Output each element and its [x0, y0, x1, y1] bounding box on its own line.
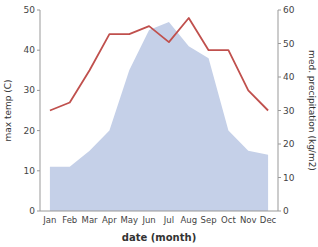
x-tick-label: Apr: [102, 215, 117, 225]
y-tick-label: 0: [29, 206, 35, 216]
y-tick-label: 10: [24, 166, 36, 176]
y2-tick-label: 50: [283, 39, 295, 49]
x-tick-label: Jun: [141, 215, 155, 225]
y2-tick-label: 10: [283, 173, 295, 183]
y-tick: [37, 10, 40, 11]
x-tick-label: Jul: [163, 215, 174, 225]
y-tick-label: 20: [24, 126, 36, 136]
y2-tick-label: 40: [283, 72, 295, 82]
x-tick-label: Aug: [180, 215, 197, 225]
y2-axis-label: med. precipitation (kg/m2): [307, 50, 317, 171]
temperature-line: [50, 18, 268, 110]
y2-tick: [278, 144, 281, 145]
y2-tick: [278, 43, 281, 44]
y-tick: [37, 170, 40, 171]
y-tick: [37, 211, 40, 212]
precipitation-area: [50, 22, 268, 211]
y2-tick: [278, 211, 281, 212]
x-tick-label: Mar: [82, 215, 99, 225]
x-tick-label: Sep: [201, 215, 217, 225]
x-tick-label: May: [120, 215, 138, 225]
x-tick-label: Jan: [42, 215, 56, 225]
y-tick: [37, 90, 40, 91]
y2-tick-label: 0: [283, 206, 289, 216]
y-axis-label: max temp (C): [3, 79, 13, 141]
x-tick-label: Nov: [240, 215, 257, 225]
y-tick: [37, 130, 40, 131]
chart-svg: 0 10 20 30 40 50 max temp (C) 0 10 20 30 40 50 60 med.…: [0, 0, 318, 247]
chart-container: 0 10 20 30 40 50 max temp (C) 0 10 20 30 40 50 60 med.…: [0, 0, 318, 247]
x-axis-line: [40, 211, 278, 212]
y2-tick: [278, 77, 281, 78]
x-tick-label: Dec: [260, 215, 277, 225]
y-tick-label: 40: [24, 45, 36, 55]
plot-area: [50, 18, 268, 211]
y-tick-label: 50: [24, 5, 36, 15]
y2-tick-label: 30: [283, 106, 295, 116]
y2-tick: [278, 110, 281, 111]
y2-tick: [278, 10, 281, 11]
y2-tick: [278, 177, 281, 178]
y-tick-label: 30: [24, 85, 36, 95]
x-axis-label: date (month): [122, 232, 196, 243]
x-tick-label: Oct: [221, 215, 236, 225]
y-tick: [37, 50, 40, 51]
y-axis-line: [40, 10, 41, 211]
y2-tick-label: 60: [283, 5, 295, 15]
x-tick-label: Feb: [62, 215, 77, 225]
y2-tick-label: 20: [283, 139, 295, 149]
